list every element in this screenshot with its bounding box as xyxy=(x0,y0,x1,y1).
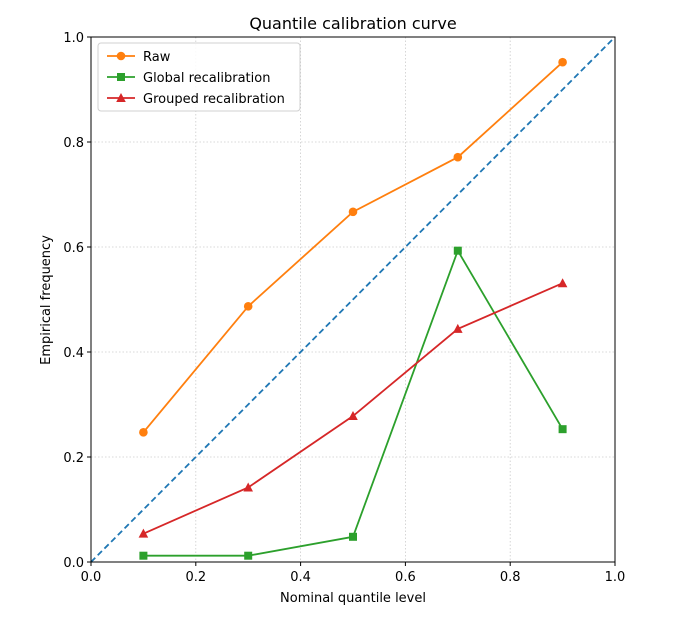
y-axis-label: Empirical frequency xyxy=(39,235,54,365)
plot-area-frame xyxy=(90,36,616,563)
series-3 xyxy=(138,278,568,538)
data-point xyxy=(244,551,253,560)
y-tick-label: 0.6 xyxy=(63,241,84,256)
chart-title: Quantile calibration curve xyxy=(249,14,456,33)
y-tick-label: 1.0 xyxy=(63,31,84,46)
data-point xyxy=(139,551,148,560)
data-point xyxy=(557,278,568,288)
data-point xyxy=(348,207,358,217)
legend-box xyxy=(97,42,301,112)
legend-swatch-marker xyxy=(116,51,126,61)
data-point xyxy=(243,482,253,492)
legend-entry-label: Grouped recalibration xyxy=(143,92,285,107)
data-point xyxy=(558,425,567,434)
x-tick-label: 0.6 xyxy=(395,570,416,585)
series-line xyxy=(143,248,564,557)
x-tick-label: 0.0 xyxy=(81,570,102,585)
x-tick-label: 0.2 xyxy=(185,570,206,585)
legend: Raw Global recalibration Grouped recalibra… xyxy=(97,42,301,112)
reference-diagonal-line xyxy=(90,36,616,563)
series-layer xyxy=(138,57,568,560)
legend-swatch-marker xyxy=(117,73,125,81)
y-tick-label: 0.8 xyxy=(63,136,84,151)
legend-entry-label: Raw xyxy=(143,50,171,65)
data-point xyxy=(348,411,358,421)
x-tick-label: 0.8 xyxy=(500,570,521,585)
x-axis-label: Nominal quantile level xyxy=(280,591,426,606)
y-tick-label: 0.4 xyxy=(63,346,84,361)
y-tick-label: 0.0 xyxy=(63,556,84,571)
y-tick-label: 0.2 xyxy=(63,451,84,466)
data-point xyxy=(453,323,463,333)
reference-line-layer xyxy=(90,36,616,563)
series-2 xyxy=(139,246,567,560)
series-1 xyxy=(139,57,567,437)
x-tick-label: 0.4 xyxy=(290,570,311,585)
data-point xyxy=(139,428,148,437)
data-point xyxy=(558,57,567,67)
data-point xyxy=(138,528,149,538)
series-line xyxy=(142,61,564,433)
x-tick-label: 1.0 xyxy=(605,570,626,585)
data-point xyxy=(349,532,357,541)
data-point xyxy=(453,246,462,255)
legend-entry-label: Global recalibration xyxy=(143,71,270,86)
legend-swatch-marker xyxy=(116,93,126,102)
axes: 0.0 0.2 0.4 0.6 0.8 1.0 0.0 0.2 0.4 0.6 0.8 1.0 xyxy=(63,31,625,585)
data-point xyxy=(453,152,463,162)
data-point xyxy=(243,302,253,311)
